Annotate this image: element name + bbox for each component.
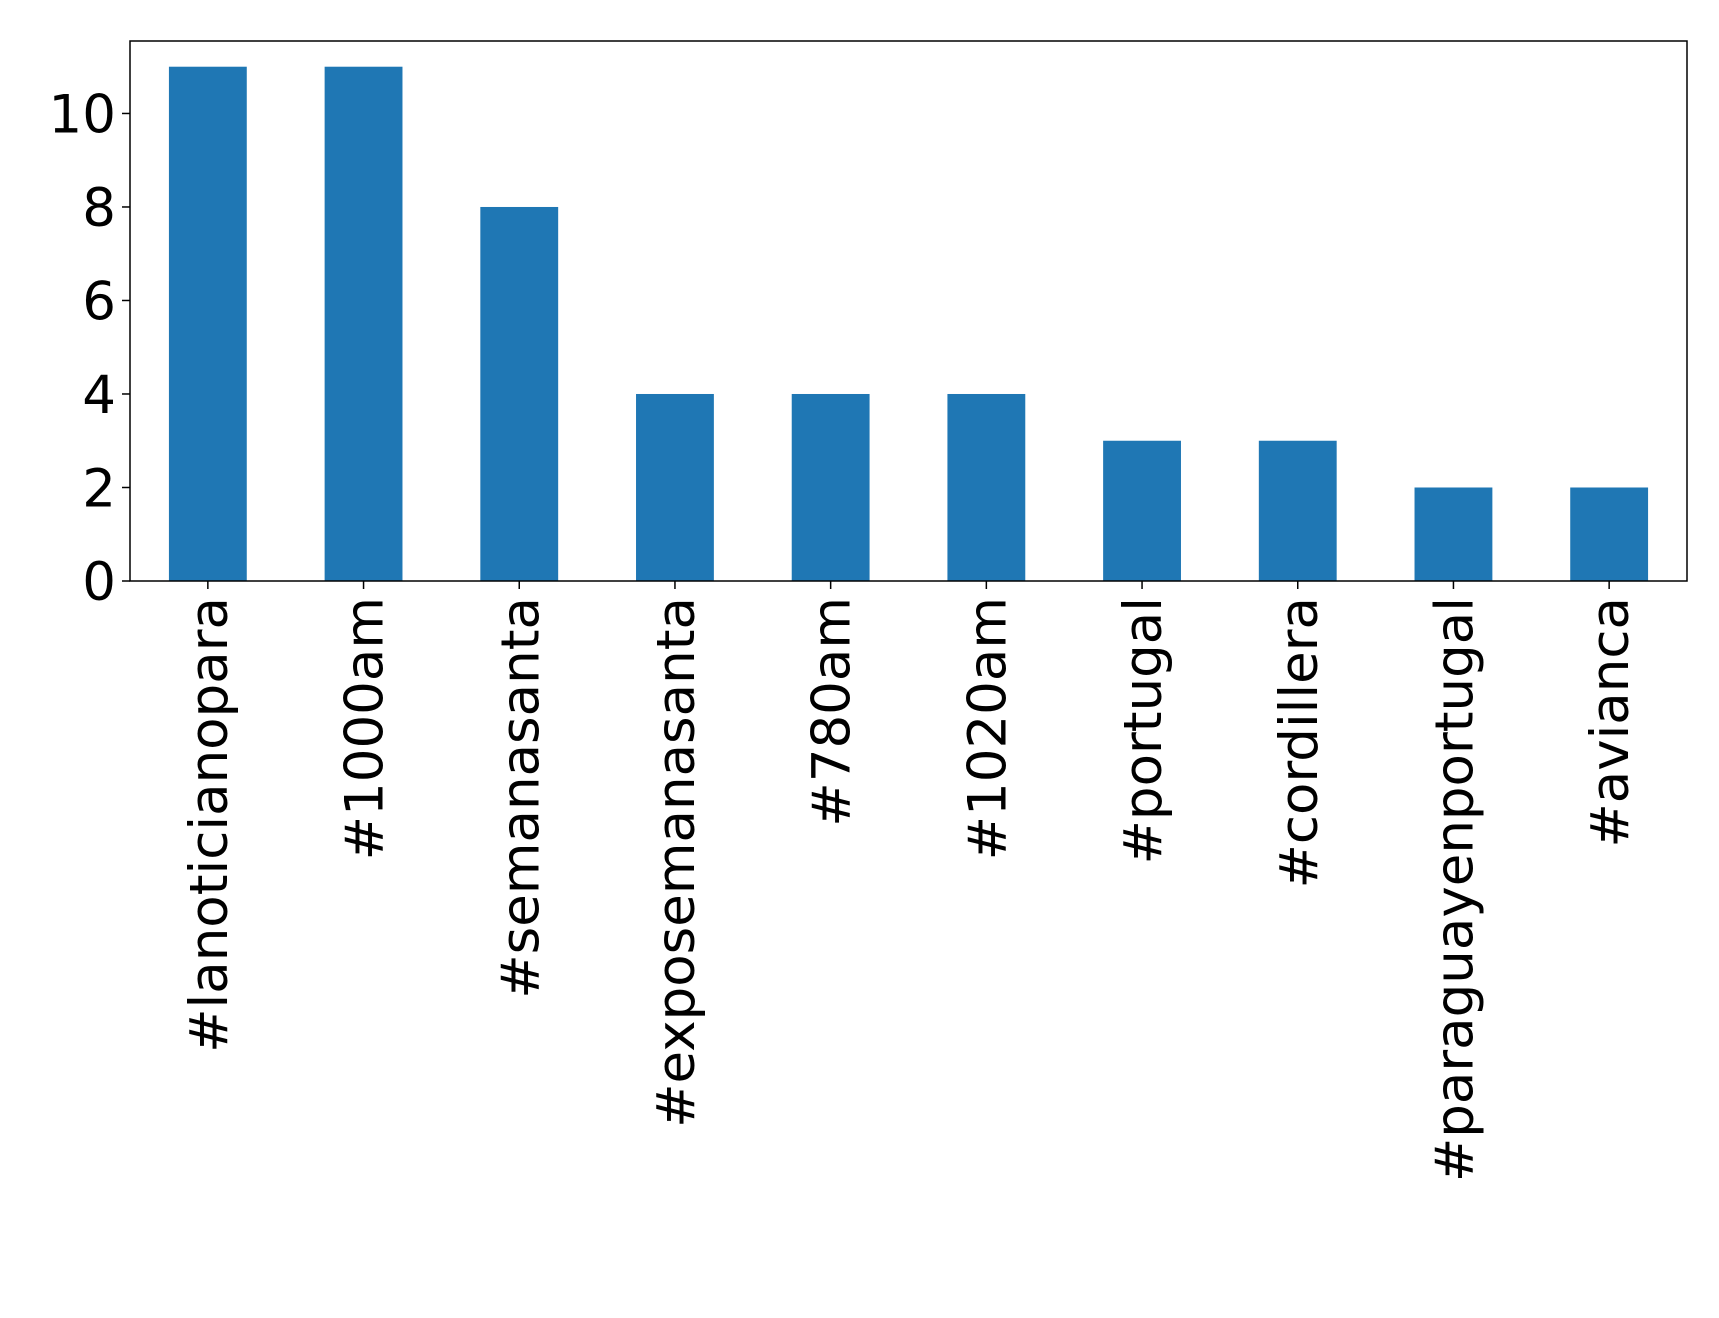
bar xyxy=(947,393,1026,581)
x-tick-label: #lanoticianopara xyxy=(179,597,240,1053)
y-tick-label: 10 xyxy=(49,84,116,145)
y-tick-label: 2 xyxy=(82,458,116,519)
bar xyxy=(324,66,403,581)
bar xyxy=(1258,440,1337,581)
y-tick-label: 4 xyxy=(82,365,116,426)
bar xyxy=(168,66,247,581)
x-tick-label: #paraguayenportugal xyxy=(1424,597,1485,1182)
x-tick-label: #1000am xyxy=(335,597,396,860)
x-tick-label: #semanasanta xyxy=(490,597,551,999)
y-tick-label: 8 xyxy=(82,178,116,239)
y-tick-label: 6 xyxy=(82,271,116,332)
bar xyxy=(791,393,870,581)
bar xyxy=(636,393,714,581)
plot-frame xyxy=(129,40,1688,582)
bar xyxy=(1414,487,1493,581)
x-tick-label: #exposemanasanta xyxy=(646,597,707,1128)
x-tick-label: #avianca xyxy=(1580,597,1641,848)
bar xyxy=(1103,440,1181,581)
x-tick-label: #cordillera xyxy=(1269,597,1330,889)
x-tick-label: #780am xyxy=(802,597,863,827)
bar xyxy=(1570,487,1649,581)
bar xyxy=(480,206,559,581)
x-tick-label: #1020am xyxy=(957,597,1018,860)
x-tick-label: #portugal xyxy=(1113,597,1174,864)
y-tick-label: 0 xyxy=(82,552,116,613)
